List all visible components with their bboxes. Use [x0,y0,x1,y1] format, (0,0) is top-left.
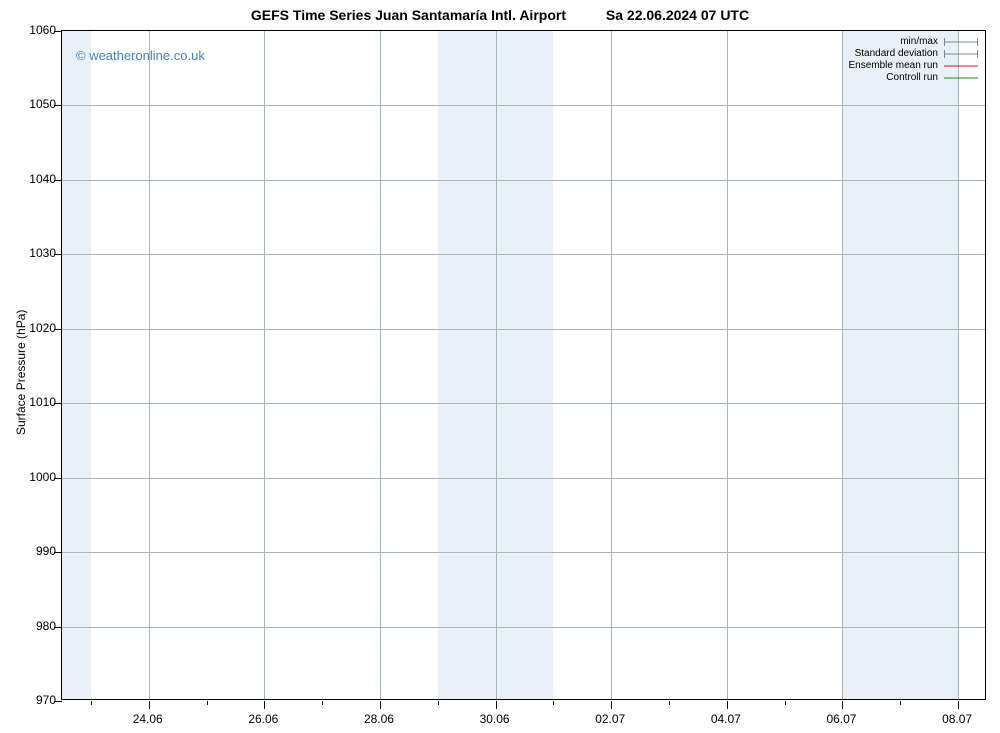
gridline-horizontal [62,627,985,628]
gridline-horizontal [62,403,985,404]
y-tick-label: 980 [6,619,56,633]
gridline-horizontal [62,329,985,330]
x-tick-major [727,701,728,709]
x-tick-minor [669,701,670,705]
x-tick-major [958,701,959,709]
gridline-horizontal [62,180,985,181]
legend-swatch [944,61,978,71]
x-tick-major [842,701,843,709]
legend-label: min/max [900,36,938,48]
x-tick-major [149,701,150,709]
x-tick-major [496,701,497,709]
legend-item: min/max [849,36,979,48]
title-right: Sa 22.06.2024 07 UTC [606,7,749,23]
legend-label: Ensemble mean run [849,60,939,72]
x-tick-label: 24.06 [133,712,163,726]
legend-item: Ensemble mean run [849,60,979,72]
x-tick-major [264,701,265,709]
x-tick-label: 26.06 [248,712,278,726]
title-left: GEFS Time Series Juan Santamaría Intl. A… [251,7,566,23]
y-tick-label: 1020 [6,321,56,335]
x-tick-minor [91,701,92,705]
y-tick-label: 990 [6,544,56,558]
gridline-vertical [842,31,843,699]
x-tick-label: 28.06 [364,712,394,726]
x-tick-label: 06.07 [826,712,856,726]
x-tick-label: 30.06 [480,712,510,726]
gridline-horizontal [62,254,985,255]
weekend-band [842,31,958,699]
plot-area [61,30,986,700]
x-tick-minor [438,701,439,705]
y-tick-label: 1010 [6,395,56,409]
legend-swatch [944,49,978,59]
x-tick-minor [553,701,554,705]
y-tick-label: 1040 [6,172,56,186]
x-tick-minor [207,701,208,705]
gridline-vertical [380,31,381,699]
x-tick-label: 02.07 [595,712,625,726]
gridline-vertical [496,31,497,699]
gridline-horizontal [62,552,985,553]
y-tick-label: 1030 [6,246,56,260]
legend-label: Standard deviation [855,48,938,60]
x-tick-minor [322,701,323,705]
gridline-vertical [149,31,150,699]
legend-item: Standard deviation [849,48,979,60]
y-tick-label: 1060 [6,23,56,37]
legend-swatch [944,73,978,83]
x-tick-minor [900,701,901,705]
chart-title: GEFS Time Series Juan Santamaría Intl. A… [0,6,1000,23]
x-tick-label: 04.07 [711,712,741,726]
chart-container: GEFS Time Series Juan Santamaría Intl. A… [0,0,1000,733]
x-tick-major [380,701,381,709]
weekend-band [62,31,91,699]
gridline-horizontal [62,478,985,479]
legend-item: Controll run [849,72,979,84]
gridline-vertical [264,31,265,699]
legend-label: Controll run [886,72,938,84]
gridline-vertical [958,31,959,699]
x-tick-major [611,701,612,709]
legend: min/maxStandard deviationEnsemble mean r… [849,36,979,84]
x-tick-minor [785,701,786,705]
gridline-horizontal [62,105,985,106]
y-tick-label: 970 [6,693,56,707]
y-tick-label: 1050 [6,97,56,111]
legend-swatch [944,37,978,47]
x-tick-label: 08.07 [942,712,972,726]
y-tick-label: 1000 [6,470,56,484]
gridline-vertical [727,31,728,699]
watermark: © weatheronline.co.uk [76,48,205,63]
gridline-vertical [611,31,612,699]
